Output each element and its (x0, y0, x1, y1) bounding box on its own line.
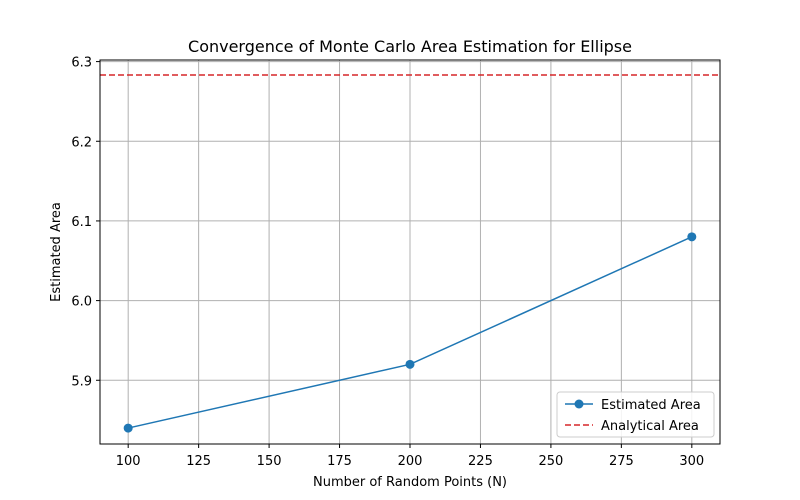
estimated-area-point (687, 232, 697, 242)
y-tick-label: 5.9 (71, 374, 92, 389)
x-tick-label: 125 (186, 454, 211, 469)
y-tick-label: 6.1 (71, 215, 92, 230)
estimated-area-point (123, 423, 133, 433)
grid (100, 60, 720, 444)
legend-box (556, 391, 715, 438)
x-axis-label: Number of Random Points (N) (313, 475, 507, 490)
chart-title: Convergence of Monte Carlo Area Estimati… (188, 37, 632, 56)
y-tick-label: 6.3 (71, 56, 92, 71)
estimated-area-point (405, 359, 415, 369)
y-tick-label: 6.2 (71, 135, 92, 150)
x-tick-label: 250 (538, 454, 563, 469)
y-tick-label: 6.0 (71, 295, 92, 310)
legend: Estimated Area Analytical Area (556, 391, 715, 438)
legend-label-analytical: Analytical Area (601, 419, 699, 434)
plot-lines (100, 74, 720, 433)
ticks: 100 125 150 175 200 225 250 275 300 5.9 6.0 6.1 6.2 6… (71, 56, 704, 469)
x-tick-label: 275 (609, 454, 634, 469)
x-tick-label: 300 (679, 454, 704, 469)
y-axis-label: Estimated Area (49, 202, 64, 302)
x-tick-label: 175 (327, 454, 352, 469)
x-tick-label: 200 (398, 454, 423, 469)
x-tick-label: 150 (257, 454, 282, 469)
x-tick-label: 225 (468, 454, 493, 469)
legend-marker-estimated (574, 399, 584, 409)
x-tick-label: 100 (116, 454, 141, 469)
legend-label-estimated: Estimated Area (601, 398, 701, 413)
